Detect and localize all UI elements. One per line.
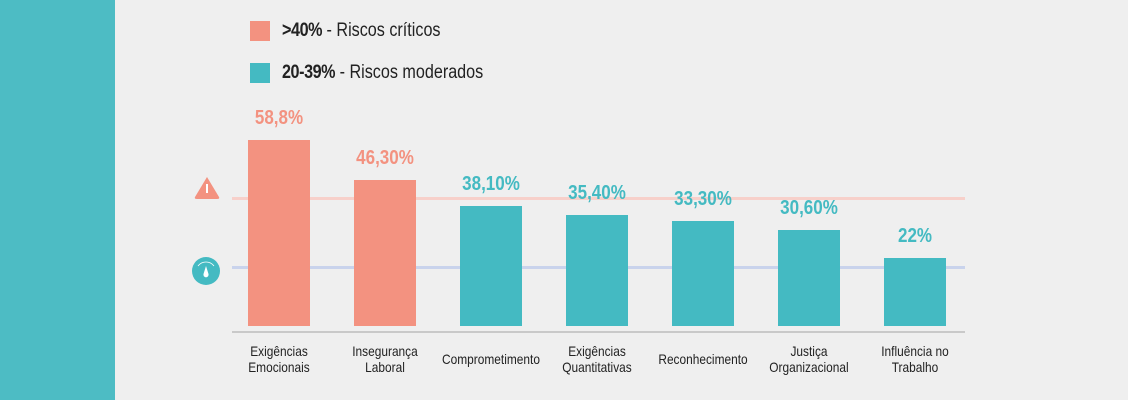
data-label: 58,8%	[254, 106, 304, 129]
data-label: 33,30%	[674, 188, 732, 211]
legend-moderate: 20-39% - Riscos moderados	[250, 62, 519, 84]
gauge-icon	[192, 257, 220, 285]
bar	[354, 179, 416, 326]
legend-label: - Riscos moderados	[335, 62, 484, 83]
category-label: Influência no Trabalho	[881, 343, 949, 375]
category-label: Reconhecimento	[658, 351, 748, 367]
legend-range: 20-39%	[282, 62, 336, 83]
data-label: 35,40%	[568, 181, 626, 204]
category-label: Insegurança Laboral	[352, 343, 418, 375]
data-label: 22%	[897, 224, 933, 247]
category-label: Comprometimento	[442, 351, 540, 367]
bar	[460, 206, 522, 326]
bar	[672, 221, 734, 326]
bar	[566, 214, 628, 326]
category-label: Justiça Organizacional	[769, 343, 849, 375]
legend-critical: >40% - Riscos críticos	[250, 20, 468, 42]
data-label: 38,10%	[462, 173, 520, 196]
category-label: Exigências Emocionais	[248, 343, 310, 375]
critical-threshold-line	[232, 197, 965, 200]
side-band	[0, 0, 115, 400]
data-label: 46,30%	[356, 146, 414, 169]
legend-swatch-moderate	[250, 63, 270, 83]
category-label: Exigências Quantitativas	[562, 343, 632, 375]
legend-range: >40%	[282, 20, 323, 41]
bar	[248, 139, 310, 326]
data-label: 30,60%	[780, 197, 838, 220]
legend-swatch-critical	[250, 21, 270, 41]
warning-triangle-icon	[194, 177, 220, 199]
legend-label: - Riscos críticos	[322, 20, 441, 41]
x-axis-line	[232, 331, 965, 333]
bar	[884, 257, 946, 326]
bar	[778, 230, 840, 326]
